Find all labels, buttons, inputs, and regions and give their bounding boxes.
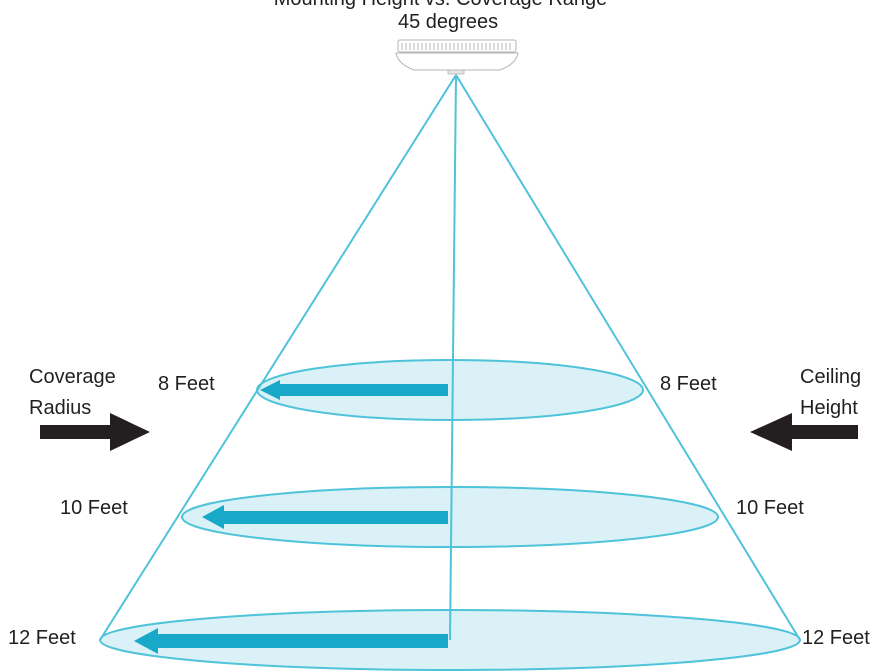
radius-arrow-8ft <box>260 380 448 400</box>
radius-arrow-12ft <box>134 628 448 654</box>
angle-label: 45 degrees <box>398 11 499 33</box>
right-caption-line2: Height <box>800 397 858 419</box>
left-caption-line1: Coverage <box>29 366 116 388</box>
level-8ft-left-label: 8 Feet <box>158 373 215 395</box>
cone-right-line <box>455 74 801 641</box>
level-12ft-left-label: 12 Feet <box>8 627 76 649</box>
cone-center-line <box>449 74 457 641</box>
level-10ft-left-label: 10 Feet <box>60 497 128 519</box>
sensor-icon <box>395 39 519 75</box>
cone-left-line <box>99 74 457 641</box>
left-caption-line2: Radius <box>29 397 92 419</box>
right-caption-line1: Ceiling <box>800 366 862 388</box>
radius-arrow-10ft <box>202 505 448 529</box>
diagram-title: Mounting Height vs. Coverage Range <box>0 0 881 11</box>
ceiling-height-arrow <box>750 413 858 451</box>
level-10ft-right-label: 10 Feet <box>736 497 804 519</box>
coverage-radius-arrow <box>40 413 150 451</box>
level-12ft-right-label: 12 Feet <box>802 627 870 649</box>
level-8ft-right-label: 8 Feet <box>660 373 717 395</box>
